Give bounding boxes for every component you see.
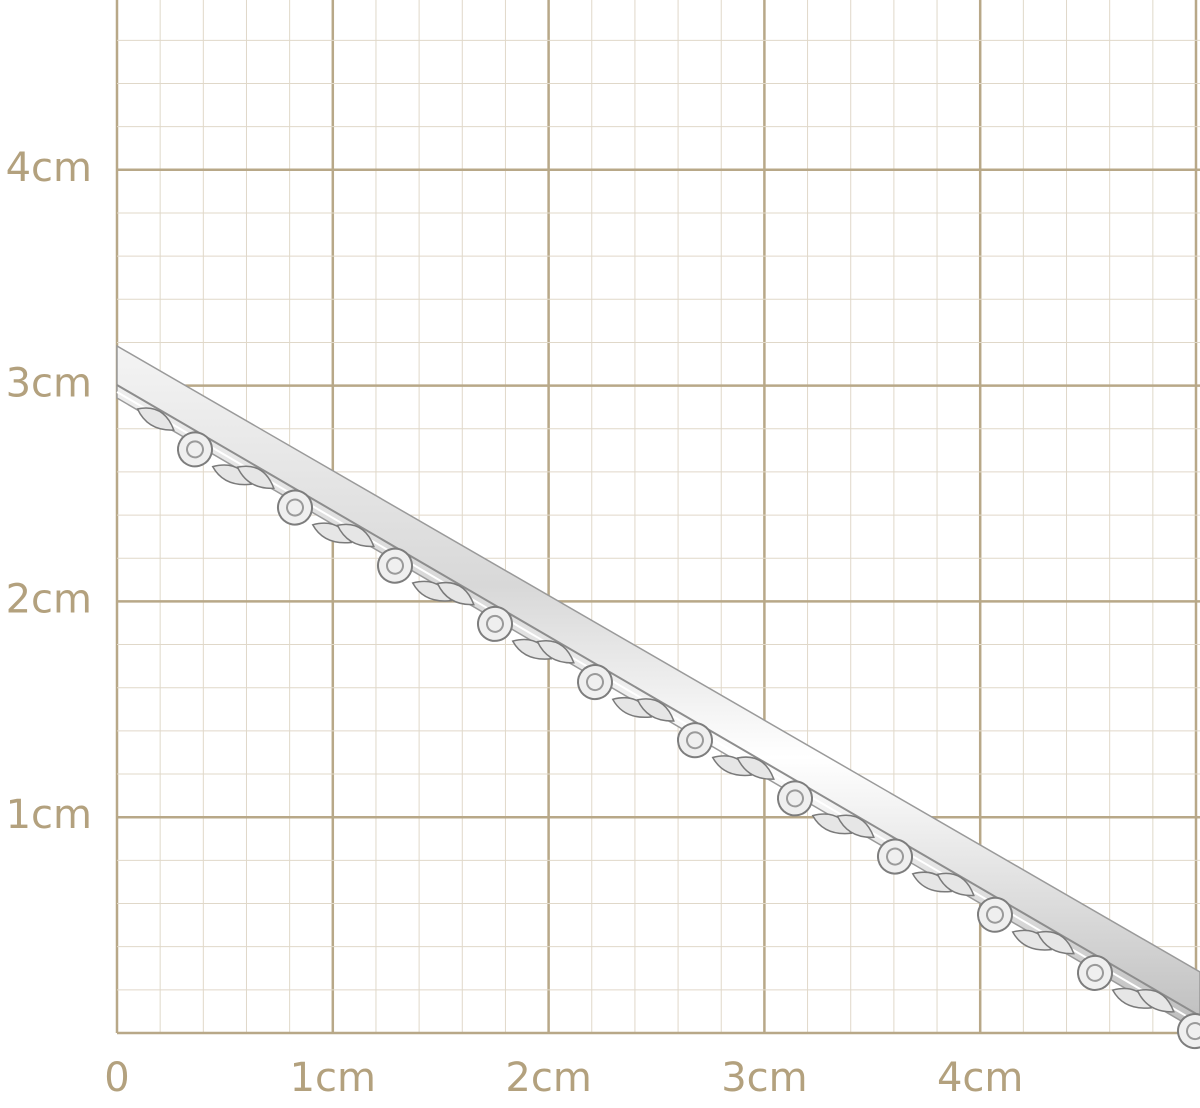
rose-center: [1086, 963, 1104, 982]
leaf: [936, 872, 975, 897]
rose-center: [386, 556, 404, 575]
x-axis-label: 1cm: [290, 1055, 376, 1101]
rose-motif: [136, 407, 253, 486]
rose: [577, 664, 613, 701]
rose-center: [586, 673, 604, 692]
y-axis-label: 1cm: [6, 792, 92, 838]
leaf: [536, 640, 575, 664]
leaf: [1036, 930, 1075, 955]
leaf: [436, 581, 475, 606]
leaf: [1136, 989, 1175, 1013]
axis-labels: 0 1cm 2cm 3cm 4cm 1cm 2cm 3cm 4cm: [6, 145, 1024, 1101]
bracelet-photo: [116, 344, 1200, 1050]
rose-motif: [336, 523, 453, 602]
rose-center: [986, 905, 1004, 924]
x-axis-label: 2cm: [505, 1055, 591, 1101]
y-axis-label: 2cm: [6, 576, 92, 622]
rose-center: [1186, 1022, 1200, 1041]
rose: [277, 489, 313, 526]
leaf: [336, 523, 375, 548]
x-axis-label: 0: [104, 1055, 129, 1101]
leaf: [311, 522, 353, 544]
rose: [777, 780, 813, 817]
rose: [677, 722, 713, 759]
rose-motif: [836, 814, 953, 893]
rose: [1177, 1013, 1200, 1050]
leaf: [711, 755, 753, 777]
leaf: [811, 813, 853, 835]
leaf: [211, 464, 253, 486]
leaf: [636, 698, 675, 722]
rose-motif: [536, 640, 653, 719]
leaf: [1011, 929, 1053, 951]
leaf: [411, 580, 453, 602]
leaf: [511, 638, 553, 660]
rose-center: [286, 498, 304, 517]
rose: [877, 838, 913, 875]
x-axis-label: 4cm: [937, 1055, 1023, 1101]
leaf: [236, 465, 275, 490]
leaf: [1111, 987, 1153, 1009]
leaf: [836, 814, 875, 839]
rose: [477, 605, 513, 642]
rose-motif: [636, 698, 753, 777]
rose-center: [486, 614, 504, 633]
rose: [1077, 954, 1113, 991]
rose-center: [886, 847, 904, 866]
rose-motif: [1136, 989, 1200, 1050]
leaf: [136, 407, 175, 431]
rose-center: [786, 789, 804, 808]
rose-motif: [936, 872, 1053, 951]
rose-center: [686, 731, 704, 750]
y-axis-label: 4cm: [6, 145, 92, 191]
rose-motif: [436, 581, 553, 660]
leaf: [611, 696, 653, 719]
rose-motif: [1036, 930, 1153, 1009]
leaf: [736, 756, 775, 780]
rose-motif: [236, 465, 353, 544]
rose: [977, 896, 1013, 933]
grid: [115, 0, 1200, 1035]
x-axis-label: 3cm: [721, 1055, 807, 1101]
rose: [377, 547, 413, 584]
rose: [177, 431, 213, 468]
rose-center: [186, 440, 204, 459]
y-axis-label: 3cm: [6, 361, 92, 407]
rose-motif: [736, 756, 853, 835]
leaf: [911, 871, 953, 893]
